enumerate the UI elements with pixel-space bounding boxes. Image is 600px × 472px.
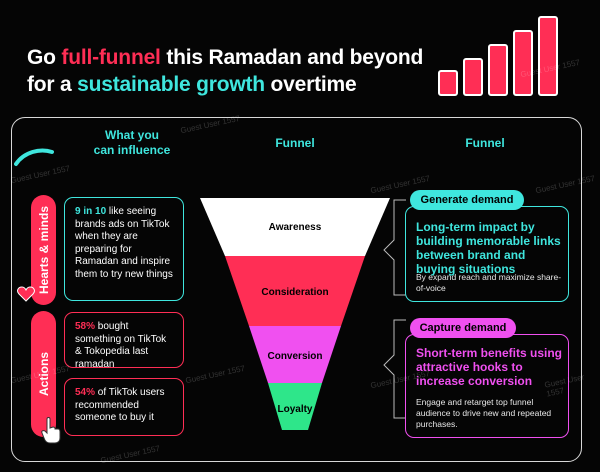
capture-demand-tag: Capture demand <box>410 318 516 338</box>
funnel-label-conversion: Conversion <box>267 351 323 362</box>
funnel-label-consideration: Consideration <box>261 287 329 298</box>
funnel-diagram <box>200 198 390 430</box>
bracket-connectors <box>383 199 406 419</box>
pointer-hand-icon <box>41 417 61 444</box>
funnel-label-awareness: Awareness <box>268 222 322 233</box>
funnel-stage-awareness <box>200 198 390 256</box>
hearts-and-minds-pill: Hearts & minds <box>31 195 56 305</box>
generate-demand-headline: Long-term impact by building memorable l… <box>416 220 561 276</box>
capture-demand-card <box>405 334 569 438</box>
title-line-1: Go full-funnel this Ramadan and beyond <box>27 46 424 69</box>
header-what-you-can-influence: What you can influence <box>93 128 171 157</box>
generate-demand-tag: Generate demand <box>410 190 524 210</box>
growth-bars-icon <box>438 16 558 96</box>
page-title: Go full-funnel this Ramadan and beyond f… <box>27 44 423 98</box>
funnel-stage-loyalty <box>268 383 322 430</box>
header-funnel-center: Funnel <box>275 136 315 150</box>
funnel-stage-consideration <box>225 256 365 326</box>
capture-demand-detail: Engage and retarget top funnel audience … <box>416 397 552 429</box>
title-line-2: for a sustainable growth overtime <box>27 73 357 96</box>
title-highlight-full-funnel: full-funnel <box>61 46 161 69</box>
stat-card-3: 54% of TikTok users recommended someone … <box>64 378 184 436</box>
funnel-panel <box>11 117 582 462</box>
header-funnel-right: Funnel <box>465 136 505 150</box>
swoosh-icon <box>14 148 54 166</box>
heart-icon <box>17 286 35 302</box>
stat-card-1: 9 in 10 like seeing brands ads on TikTok… <box>64 197 184 301</box>
title-highlight-growth: sustainable growth <box>77 73 265 96</box>
funnel-stage-conversion <box>249 326 341 383</box>
actions-pill: Actions <box>31 311 56 437</box>
generate-demand-card <box>405 206 569 302</box>
funnel-label-loyalty: Loyalty <box>277 404 313 415</box>
generate-demand-detail: By expand reach and maximize share-of-vo… <box>416 272 562 293</box>
capture-demand-headline: Short-term benefits using attractive hoo… <box>416 346 563 388</box>
stat-card-2: 58% bought something on TikTok & Tokoped… <box>64 312 184 370</box>
